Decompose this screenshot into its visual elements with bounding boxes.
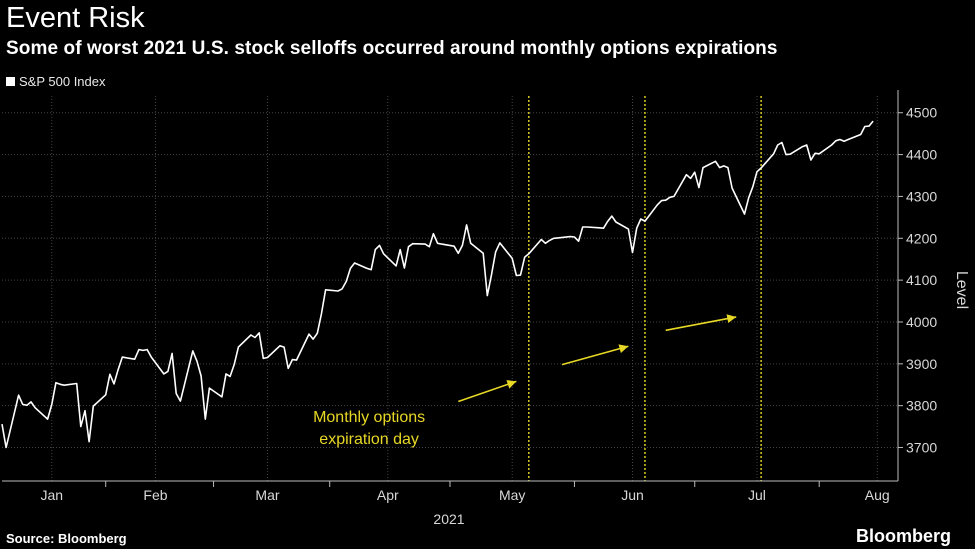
annotation-arrowhead — [618, 344, 629, 353]
annotation-text: Monthly options — [313, 409, 425, 426]
x-axis-label: 2021 — [433, 511, 464, 527]
annotation-arrowhead — [726, 314, 737, 324]
y-tick-label: 4300 — [906, 188, 937, 204]
y-tick-label: 4000 — [906, 314, 937, 330]
annotation-arrow — [458, 380, 517, 403]
y-tick-label: 4200 — [906, 230, 937, 246]
x-tick-label: May — [499, 487, 525, 503]
x-tick-label: Jan — [40, 487, 63, 503]
x-tick-label: Jul — [748, 487, 766, 503]
x-tick-label: Aug — [865, 487, 890, 503]
y-tick-label: 3900 — [906, 356, 937, 372]
y-tick-label: 4500 — [906, 105, 937, 121]
annotation-arrowhead — [506, 380, 517, 389]
expiration-lines — [528, 96, 762, 481]
annotation-arrows — [458, 314, 737, 403]
annotation-arrow — [561, 345, 629, 366]
y-axis-label: Level — [953, 271, 970, 309]
series-line — [1, 120, 874, 449]
legend-swatch — [6, 77, 15, 86]
x-axis: Jan Feb Mar Apr May Jun Jul Aug — [2, 480, 898, 503]
source-note: Source: Bloomberg — [6, 531, 127, 546]
y-tick-label: 4100 — [906, 272, 937, 288]
legend: S&P 500 Index — [6, 74, 106, 89]
chart-subtitle: Some of worst 2021 U.S. stock selloffs o… — [6, 38, 778, 59]
x-tick-label: Jun — [621, 487, 644, 503]
x-tick-label: Feb — [143, 487, 167, 503]
x-tick-label: Mar — [255, 487, 279, 503]
gridlines — [2, 96, 898, 481]
legend-label: S&P 500 Index — [19, 74, 106, 89]
x-tick-label: Apr — [377, 487, 399, 503]
axis-labels: 2021 Level Monthly options expiration day — [313, 271, 970, 527]
annotation-text: expiration day — [319, 431, 419, 448]
y-axis: 3700 3800 3900 4000 4100 4200 4300 4400 4500 — [897, 90, 937, 481]
y-tick-label: 4400 — [906, 147, 937, 163]
annotation-arrow — [665, 316, 737, 332]
chart-title: Event Risk — [6, 2, 145, 34]
bloomberg-logo: Bloomberg — [855, 526, 951, 546]
y-tick-label: 3800 — [906, 398, 937, 414]
y-tick-label: 3700 — [906, 440, 937, 456]
series-group — [1, 120, 874, 449]
